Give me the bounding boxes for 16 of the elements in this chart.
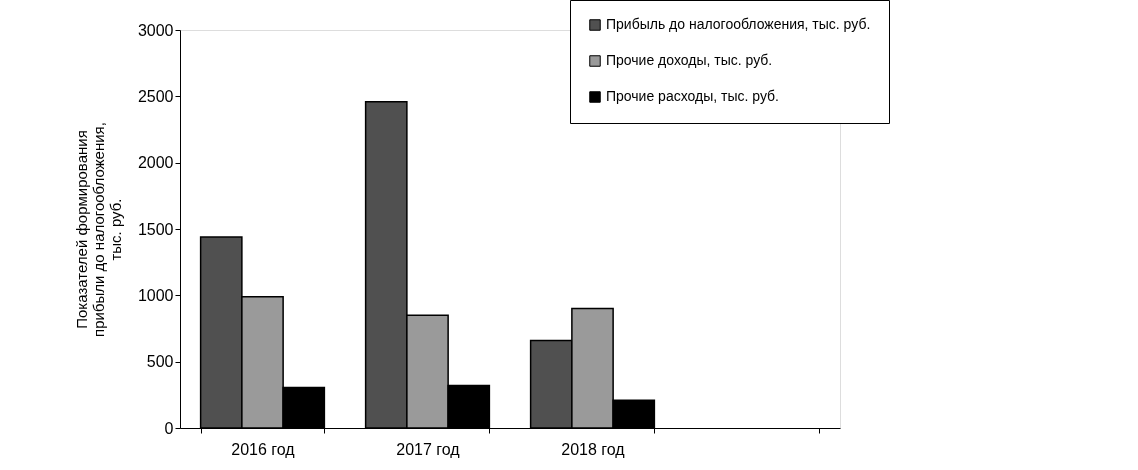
x-tick-label: 2016 год — [231, 440, 296, 458]
text: прибыли до налогообложения, — [89, 122, 107, 337]
x-tick-label: 2018 год — [561, 440, 626, 458]
y-tick-label: 0 — [164, 419, 174, 437]
y-tick-label: 1500 — [137, 220, 174, 238]
legend-label: Прибыль до налогообложения, тыс. руб. — [606, 16, 871, 32]
text: Показателей формирования — [72, 130, 90, 329]
text: тыс. руб. — [106, 198, 124, 261]
legend-label: Прочие доходы, тыс. руб. — [606, 52, 773, 68]
legend-label: Прочие расходы, тыс. руб. — [606, 88, 779, 104]
y-tick-label: 1000 — [137, 286, 174, 304]
x-tick-label: 2017 год — [396, 440, 461, 458]
y-tick-label: 2500 — [137, 87, 174, 105]
y-tick-label: 500 — [146, 353, 174, 371]
y-tick-label: 2000 — [137, 154, 174, 172]
y-tick-label: 3000 — [137, 21, 174, 39]
